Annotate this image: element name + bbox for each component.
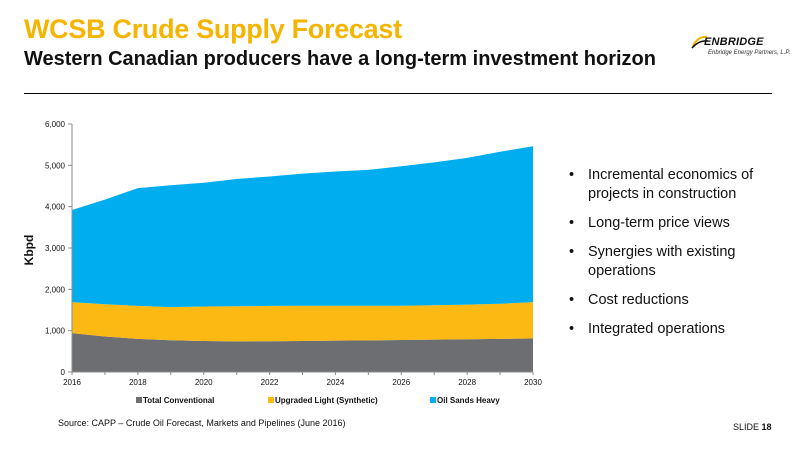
y-tick-label: 6,000: [45, 120, 66, 129]
chart-areas: [72, 146, 533, 372]
logo-subtext: Enbridge Energy Partners, L.P.: [708, 50, 791, 56]
bullet-item: Synergies with existing operations: [566, 243, 781, 281]
slide-number-value: 18: [761, 422, 772, 432]
y-tick-label: 3,000: [45, 244, 66, 253]
area-series-2: [72, 146, 533, 308]
x-tick-label: 2030: [524, 378, 542, 387]
y-tick-label: 1,000: [45, 327, 66, 336]
x-tick-label: 2024: [327, 378, 345, 387]
enbridge-logo-icon: [691, 35, 709, 49]
source-note: Source: CAPP – Crude Oil Forecast, Marke…: [58, 418, 346, 428]
legend-label: Total Conventional: [143, 396, 214, 405]
y-tick-label: 4,000: [45, 203, 66, 212]
y-tick-label: 0: [61, 368, 66, 377]
x-tick-label: 2028: [458, 378, 476, 387]
x-tick-label: 2022: [261, 378, 279, 387]
area-series-0: [72, 333, 533, 372]
legend-swatch: [136, 397, 142, 403]
chart-legend: Total Conventional Upgraded Light (Synthe…: [136, 396, 500, 405]
slide-number: SLIDE 18: [733, 422, 772, 432]
x-tick-label: 2016: [63, 378, 81, 387]
y-axis-label: Kbpd: [22, 235, 36, 266]
slide-label: SLIDE: [733, 422, 760, 432]
bullet-list: Incremental economics of projects in con…: [566, 166, 781, 349]
y-tick-label: 2,000: [45, 285, 66, 294]
page-title: WCSB Crude Supply Forecast: [24, 14, 402, 44]
logo-wordmark: ENBRIDGE: [704, 36, 764, 48]
legend-label: Oil Sands Heavy: [437, 396, 500, 405]
x-tick-label: 2026: [392, 378, 410, 387]
legend-label: Upgraded Light (Synthetic): [275, 396, 378, 405]
x-tick-label: 2018: [129, 378, 147, 387]
title-divider: [24, 93, 772, 94]
bullet-item: Integrated operations: [566, 320, 781, 339]
legend-swatch: [430, 397, 436, 403]
enbridge-logo: ENBRIDGE Enbridge Energy Partners, L.P.: [690, 34, 790, 68]
page-subtitle: Western Canadian producers have a long-t…: [24, 48, 656, 70]
x-axis-ticks: 2016 2018 2020 2022 2024 2026 2028 2030: [63, 372, 542, 387]
bullet-item: Incremental economics of projects in con…: [566, 166, 781, 204]
legend-swatch: [268, 397, 274, 403]
x-tick-label: 2020: [195, 378, 213, 387]
bullet-item: Long-term price views: [566, 214, 781, 233]
y-tick-label: 5,000: [45, 161, 66, 170]
bullet-item: Cost reductions: [566, 291, 781, 310]
y-axis-ticks: 0 1,000 2,000 3,000 4,000 5,000 6,000: [45, 120, 72, 377]
area-series-1: [72, 302, 533, 342]
